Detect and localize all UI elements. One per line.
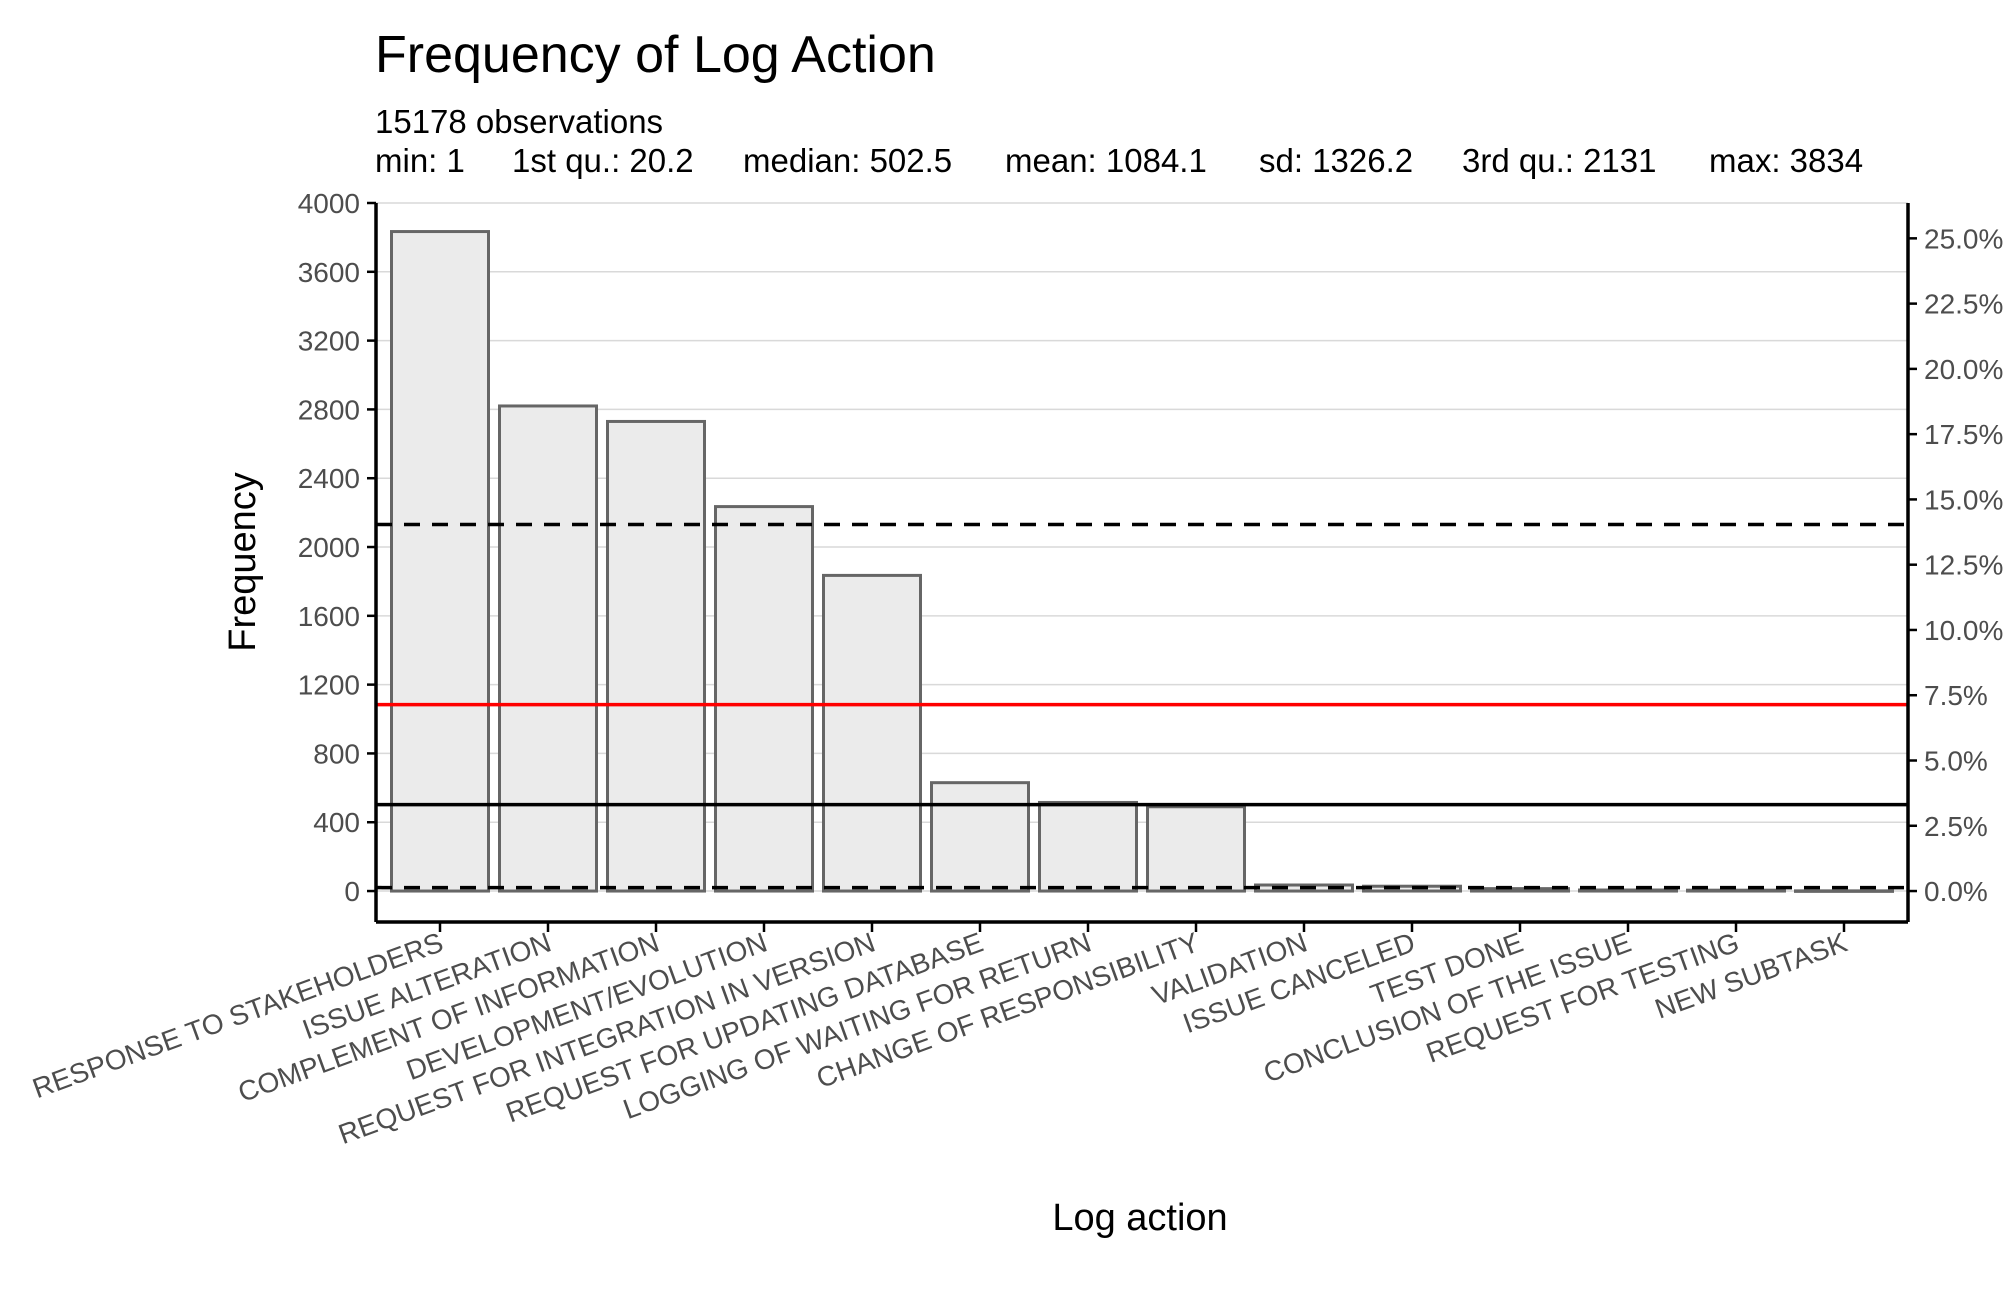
stats-line: min: 1 1st qu.: 20.2 median: 502.5 mean: 10… — [375, 142, 1863, 179]
grid-lines — [376, 202, 1908, 892]
y2-tick-label: 17.5% — [1924, 419, 2003, 450]
secondary-y-axis-ticks: 0.0% 2.5% 5.0% 7.5% 10.0% 12.5% 15.0% 17.5% 20.0… — [1908, 223, 2003, 907]
bar — [1686, 888, 1786, 893]
stat-label: sd: 1326.2 — [1259, 142, 1413, 179]
bar — [714, 505, 814, 893]
bars — [390, 230, 1894, 893]
y-tick-label: 2000 — [298, 532, 360, 563]
stat-label: mean: 1084.1 — [1005, 142, 1207, 179]
bar — [1794, 889, 1894, 893]
y2-tick-label: 15.0% — [1924, 484, 2003, 515]
y-tick-label: 3200 — [298, 326, 360, 357]
y-tick-label: 2400 — [298, 463, 360, 494]
y2-tick-label: 22.5% — [1924, 289, 2003, 320]
stat-label: max: 3834 — [1709, 142, 1863, 179]
y2-tick-label: 7.5% — [1924, 680, 1988, 711]
y-axis-ticks: 0 400 800 1200 1600 2000 2400 2800 3200 3600 4000 — [298, 188, 376, 907]
y-axis-label: Frequency — [222, 472, 264, 652]
y-tick-label: 0 — [344, 876, 360, 907]
reference-lines — [376, 522, 1908, 890]
y-tick-label: 1600 — [298, 601, 360, 632]
y-tick-label: 4000 — [298, 188, 360, 219]
bar — [390, 230, 490, 893]
bar — [1578, 888, 1678, 893]
stat-label: 1st qu.: 20.2 — [512, 142, 694, 179]
bar — [822, 573, 922, 893]
y-tick-label: 3600 — [298, 257, 360, 288]
x-axis-label: Log action — [1052, 1197, 1227, 1239]
bar — [498, 404, 598, 893]
stat-label: median: 502.5 — [743, 142, 952, 179]
y-tick-label: 400 — [313, 807, 360, 838]
chart-title: Frequency of Log Action — [375, 26, 936, 84]
y2-tick-label: 20.0% — [1924, 354, 2003, 385]
y2-tick-label: 5.0% — [1924, 746, 1988, 777]
y-tick-label: 800 — [313, 738, 360, 769]
stat-label: min: 1 — [375, 142, 465, 179]
y2-tick-label: 25.0% — [1924, 223, 2003, 254]
bar — [1470, 887, 1570, 893]
y2-tick-label: 10.0% — [1924, 615, 2003, 646]
axes — [374, 203, 1910, 924]
y2-tick-label: 2.5% — [1924, 811, 1988, 842]
bar — [930, 781, 1030, 893]
bar — [606, 419, 706, 893]
y-tick-label: 2800 — [298, 394, 360, 425]
y2-tick-label: 12.5% — [1924, 550, 2003, 581]
chart-subtitle: 15178 observations — [375, 103, 663, 140]
bar — [1146, 805, 1246, 893]
bar — [1038, 800, 1138, 893]
y2-tick-label: 0.0% — [1924, 876, 1988, 907]
y-tick-label: 1200 — [298, 670, 360, 701]
stat-label: 3rd qu.: 2131 — [1462, 142, 1657, 179]
